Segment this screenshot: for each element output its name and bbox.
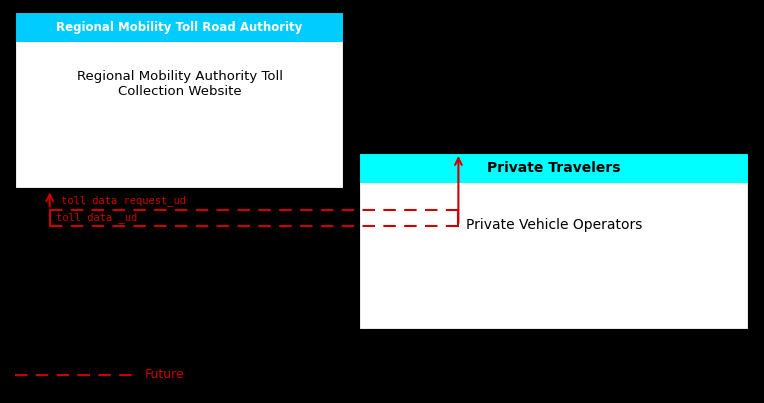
Bar: [359, 153, 749, 330]
Text: Regional Mobility Authority Toll
Collection Website: Regional Mobility Authority Toll Collect…: [76, 69, 283, 98]
Bar: [359, 153, 749, 183]
Text: Future: Future: [145, 368, 185, 381]
Text: Private Travelers: Private Travelers: [487, 161, 620, 175]
Bar: [15, 12, 344, 189]
Text: Private Vehicle Operators: Private Vehicle Operators: [466, 218, 642, 232]
Bar: [359, 153, 749, 330]
Bar: [15, 12, 344, 189]
Bar: [15, 12, 344, 42]
Text: toll data request_ud: toll data request_ud: [61, 195, 186, 206]
Text: toll data _ud: toll data _ud: [56, 212, 137, 223]
Text: Regional Mobility Toll Road Authority: Regional Mobility Toll Road Authority: [57, 21, 303, 34]
